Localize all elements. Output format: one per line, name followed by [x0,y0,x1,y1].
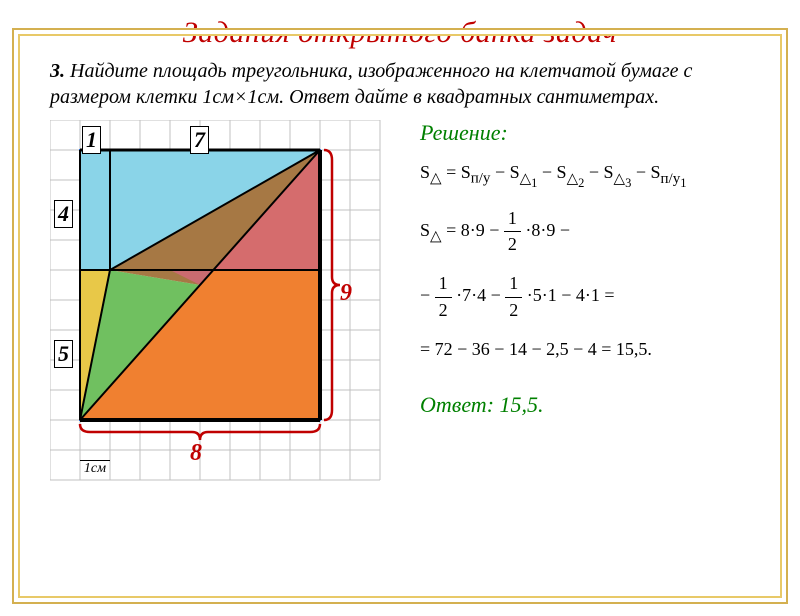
answer-line: Ответ: 15,5. [420,392,770,418]
solution-label: Решение: [420,120,770,146]
answer-value: 15,5. [500,392,544,417]
label-w7: 7 [190,126,209,154]
label-w1: 1 [82,126,101,154]
formula-3: − 12 ·7·4 − 12 ·5·1 − 4·1 = [420,271,770,322]
answer-label-text: Ответ: [420,392,494,417]
solution-block: Решение: S△ = Sп/у − S△1 − S△2 − S△3 − S… [420,120,770,418]
label-h5: 5 [54,340,73,368]
label-total-h: 9 [340,280,352,307]
formula-4: = 72 − 36 − 14 − 2,5 − 4 = 15,5. [420,337,770,362]
label-h4: 4 [54,200,73,228]
formula-2: S△ = 8·9 − 12 ·8·9 − [420,206,770,257]
label-total-w: 8 [190,440,202,467]
formula-1: S△ = Sп/у − S△1 − S△2 − S△3 − Sп/у1 [420,160,770,192]
diagram: 1 7 4 5 9 8 1см [50,120,390,520]
content-area: 1 7 4 5 9 8 1см Решение: S△ = Sп/у − S△1… [0,110,800,530]
label-unit: 1см [80,460,110,477]
